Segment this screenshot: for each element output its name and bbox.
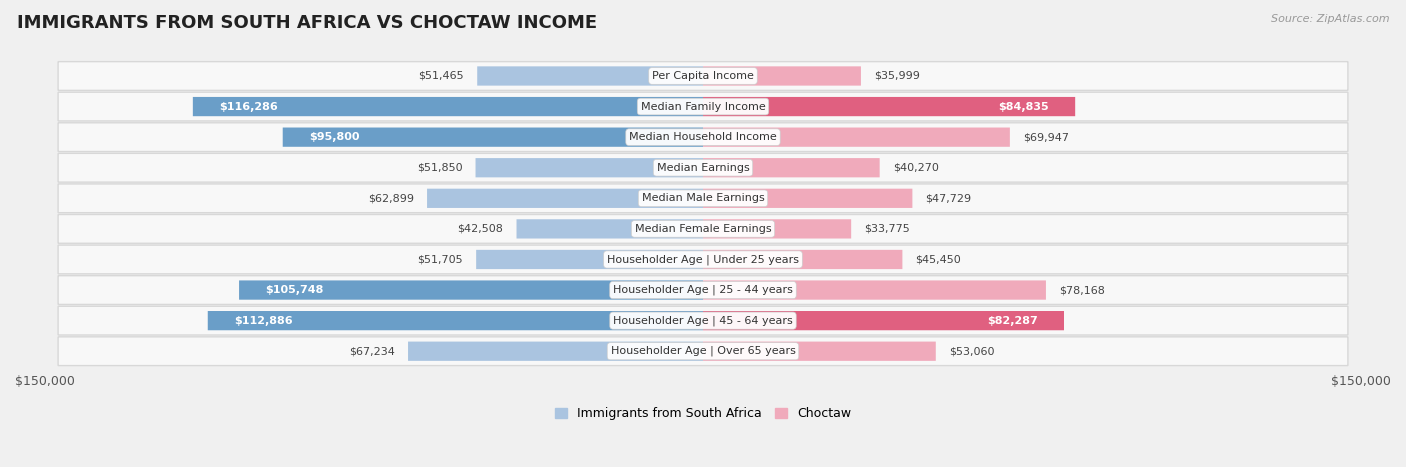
FancyBboxPatch shape: [58, 184, 1348, 212]
Text: IMMIGRANTS FROM SOUTH AFRICA VS CHOCTAW INCOME: IMMIGRANTS FROM SOUTH AFRICA VS CHOCTAW …: [17, 14, 598, 32]
FancyBboxPatch shape: [477, 66, 703, 85]
FancyBboxPatch shape: [58, 92, 1348, 121]
FancyBboxPatch shape: [283, 127, 703, 147]
Text: Householder Age | Over 65 years: Householder Age | Over 65 years: [610, 346, 796, 356]
FancyBboxPatch shape: [703, 127, 1010, 147]
FancyBboxPatch shape: [58, 245, 1348, 274]
Text: Median Earnings: Median Earnings: [657, 163, 749, 173]
FancyBboxPatch shape: [703, 158, 880, 177]
Text: $95,800: $95,800: [309, 132, 360, 142]
Text: $51,705: $51,705: [418, 255, 463, 264]
FancyBboxPatch shape: [58, 123, 1348, 151]
Text: $67,234: $67,234: [349, 346, 395, 356]
FancyBboxPatch shape: [703, 66, 860, 85]
FancyBboxPatch shape: [703, 280, 1046, 300]
Text: Per Capita Income: Per Capita Income: [652, 71, 754, 81]
FancyBboxPatch shape: [408, 341, 703, 361]
Text: Median Family Income: Median Family Income: [641, 101, 765, 112]
Text: Median Household Income: Median Household Income: [628, 132, 778, 142]
FancyBboxPatch shape: [58, 306, 1348, 335]
FancyBboxPatch shape: [703, 219, 851, 239]
Legend: Immigrants from South Africa, Choctaw: Immigrants from South Africa, Choctaw: [555, 407, 851, 420]
Text: Householder Age | Under 25 years: Householder Age | Under 25 years: [607, 254, 799, 265]
Text: Median Male Earnings: Median Male Earnings: [641, 193, 765, 203]
FancyBboxPatch shape: [427, 189, 703, 208]
Text: $35,999: $35,999: [875, 71, 920, 81]
Text: Median Female Earnings: Median Female Earnings: [634, 224, 772, 234]
Text: $51,465: $51,465: [419, 71, 464, 81]
Text: $33,775: $33,775: [865, 224, 910, 234]
Text: $84,835: $84,835: [998, 101, 1049, 112]
FancyBboxPatch shape: [58, 214, 1348, 243]
Text: Householder Age | 45 - 64 years: Householder Age | 45 - 64 years: [613, 315, 793, 326]
FancyBboxPatch shape: [58, 337, 1348, 366]
Text: $47,729: $47,729: [925, 193, 972, 203]
Text: $112,886: $112,886: [233, 316, 292, 325]
Text: $53,060: $53,060: [949, 346, 994, 356]
FancyBboxPatch shape: [58, 276, 1348, 304]
FancyBboxPatch shape: [193, 97, 703, 116]
Text: $45,450: $45,450: [915, 255, 962, 264]
FancyBboxPatch shape: [58, 153, 1348, 182]
FancyBboxPatch shape: [208, 311, 703, 330]
Text: $69,947: $69,947: [1024, 132, 1069, 142]
FancyBboxPatch shape: [703, 189, 912, 208]
Text: $82,287: $82,287: [987, 316, 1038, 325]
FancyBboxPatch shape: [703, 250, 903, 269]
Text: $116,286: $116,286: [219, 101, 278, 112]
FancyBboxPatch shape: [703, 97, 1076, 116]
Text: $62,899: $62,899: [368, 193, 413, 203]
FancyBboxPatch shape: [58, 62, 1348, 90]
FancyBboxPatch shape: [239, 280, 703, 300]
FancyBboxPatch shape: [703, 311, 1064, 330]
FancyBboxPatch shape: [477, 250, 703, 269]
FancyBboxPatch shape: [516, 219, 703, 239]
FancyBboxPatch shape: [475, 158, 703, 177]
Text: Householder Age | 25 - 44 years: Householder Age | 25 - 44 years: [613, 285, 793, 295]
FancyBboxPatch shape: [703, 341, 936, 361]
Text: $51,850: $51,850: [416, 163, 463, 173]
Text: $40,270: $40,270: [893, 163, 939, 173]
Text: Source: ZipAtlas.com: Source: ZipAtlas.com: [1271, 14, 1389, 24]
Text: $105,748: $105,748: [266, 285, 323, 295]
Text: $78,168: $78,168: [1059, 285, 1105, 295]
Text: $42,508: $42,508: [457, 224, 503, 234]
